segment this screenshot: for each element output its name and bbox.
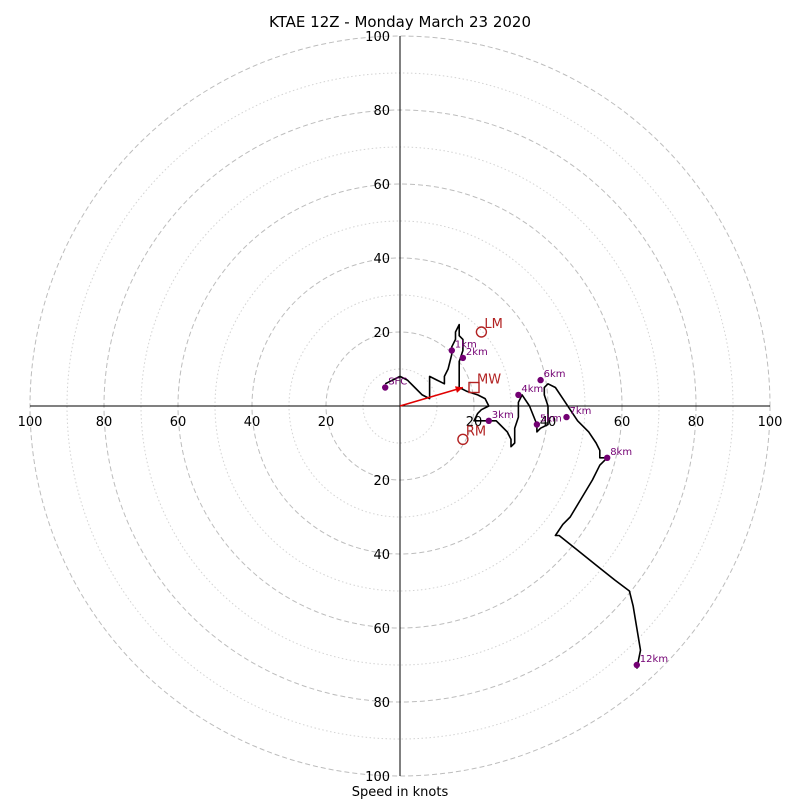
tick-bottom-60: 60 <box>373 622 390 637</box>
shear-vector <box>399 386 464 407</box>
storm-motion-markers: LM MW RM <box>457 317 503 445</box>
height-point-8km <box>604 454 611 461</box>
tick-bottom-100: 100 <box>365 770 390 785</box>
tick-bottom-20: 20 <box>373 474 390 489</box>
height-label-4km: 4km <box>521 384 543 395</box>
marker-label-lm: LM <box>484 317 502 332</box>
tick-right-60: 60 <box>614 415 631 430</box>
height-point-1km <box>448 347 455 354</box>
hodograph-line <box>384 323 642 669</box>
height-label-12km: 12km <box>640 654 668 665</box>
marker-label-mw: MW <box>477 373 501 388</box>
hodograph-trace <box>384 323 642 669</box>
height-label-7km: 7km <box>570 406 592 417</box>
tick-bottom-40: 40 <box>373 548 390 563</box>
tick-top-60: 60 <box>373 178 390 193</box>
tick-right-100: 100 <box>758 415 783 430</box>
height-point-3km <box>485 417 492 424</box>
chart-title: KTAE 12Z - Monday March 23 2020 <box>269 13 531 31</box>
tick-left-40: 40 <box>244 415 261 430</box>
height-point-sfc <box>382 384 389 391</box>
tick-top-100: 100 <box>365 30 390 45</box>
marker-label-rm: RM <box>466 424 486 439</box>
height-point-7km <box>563 413 570 421</box>
marker-lm <box>475 326 488 338</box>
tick-bottom-80: 80 <box>373 696 390 711</box>
height-point-6km <box>537 376 544 384</box>
height-point-2km <box>459 354 467 362</box>
height-label-5km: 5km <box>540 414 562 425</box>
marker-rm <box>457 433 469 445</box>
height-point-12km <box>633 661 640 669</box>
tick-left-80: 80 <box>96 415 113 430</box>
height-point-5km <box>533 421 541 428</box>
x-axis-label: Speed in knots <box>352 785 449 800</box>
shear-vector-arrowhead <box>455 386 463 393</box>
tick-top-80: 80 <box>373 104 390 119</box>
height-label-1km: 1km <box>455 340 477 351</box>
height-label-8km: 8km <box>610 447 632 458</box>
tick-left-20: 20 <box>318 415 335 430</box>
marker-mw <box>468 381 480 394</box>
shear-vector-line <box>399 386 464 407</box>
height-label-6km: 6km <box>544 369 566 380</box>
tick-left-60: 60 <box>170 415 187 430</box>
height-label-3km: 3km <box>492 410 514 421</box>
tick-left-100: 100 <box>18 415 43 430</box>
height-point-4km <box>515 391 522 399</box>
height-label-sfc: SFC <box>388 377 407 388</box>
tick-top-40: 40 <box>373 252 390 267</box>
tick-right-80: 80 <box>688 415 705 430</box>
height-label-2km: 2km <box>466 347 488 358</box>
tick-right-20: 20 <box>466 415 483 430</box>
tick-top-20: 20 <box>373 326 390 341</box>
